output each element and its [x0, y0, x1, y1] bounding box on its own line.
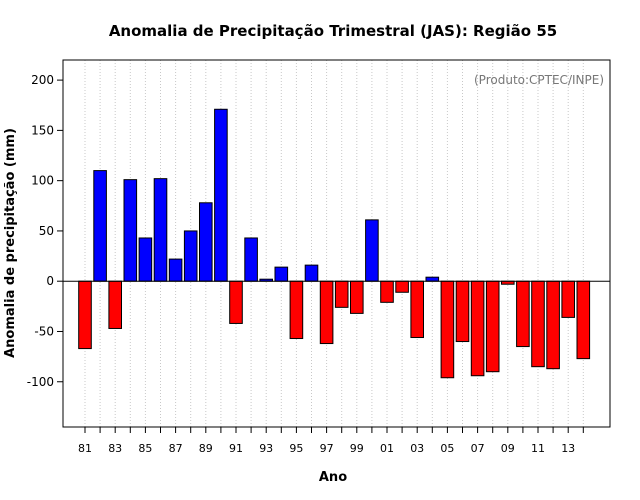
- bar-89: [199, 202, 213, 282]
- x-axis-label: Ano: [319, 470, 347, 485]
- bar-10: [516, 280, 530, 348]
- bar-88: [183, 230, 198, 282]
- x-tick-label: 91: [229, 442, 243, 455]
- plot-frame: [62, 59, 611, 428]
- bar-92: [244, 237, 258, 282]
- bar-13: [561, 280, 576, 318]
- bar-97: [319, 280, 334, 345]
- x-tick-label: 85: [138, 442, 152, 455]
- bar-95: [289, 280, 304, 340]
- x-tick-label: 97: [320, 442, 334, 455]
- bar-83: [108, 280, 123, 329]
- bar-94: [274, 266, 289, 282]
- y-axis-label: Anomalia de precipitação (mm): [3, 128, 18, 358]
- y-tick-label: -100: [27, 375, 54, 389]
- x-tick-label: 03: [410, 442, 424, 455]
- bar-84: [123, 179, 138, 282]
- x-tick-label: 89: [199, 442, 213, 455]
- bar-14: [576, 280, 591, 360]
- x-tick-label: 11: [531, 442, 545, 455]
- bar-04: [425, 276, 440, 282]
- y-tick-label: 50: [39, 224, 54, 238]
- bar-82: [93, 170, 107, 282]
- bar-85: [138, 237, 153, 282]
- x-tick-label: 09: [501, 442, 515, 455]
- x-tick-label: 83: [108, 442, 122, 455]
- bar-87: [168, 258, 183, 282]
- x-tick-label: 81: [78, 442, 92, 455]
- x-tick-label: 87: [169, 442, 183, 455]
- x-tick-label: 13: [561, 442, 575, 455]
- x-tick-label: 99: [350, 442, 364, 455]
- bar-03: [410, 280, 424, 339]
- x-tick-label: 93: [259, 442, 273, 455]
- bar-12: [546, 280, 560, 370]
- y-tick-label: -50: [34, 324, 54, 338]
- chart-title: Anomalia de Precipitação Trimestral (JAS…: [109, 22, 557, 40]
- bar-08: [485, 280, 500, 373]
- bar-81: [78, 280, 92, 350]
- bar-05: [440, 280, 455, 379]
- bar-06: [455, 280, 470, 343]
- bar-02: [395, 280, 409, 293]
- x-tick-label: 07: [471, 442, 485, 455]
- bars: [78, 108, 591, 379]
- bar-07: [470, 280, 485, 377]
- x-tick-label: 95: [289, 442, 303, 455]
- bar-99: [350, 280, 364, 314]
- y-tick-label: 200: [31, 73, 54, 87]
- bar-91: [229, 280, 243, 324]
- credit-text: (Produto:CPTEC/INPE): [474, 73, 604, 87]
- bar-00: [365, 219, 379, 282]
- bar-86: [153, 178, 168, 282]
- y-tick-label: 100: [31, 174, 54, 188]
- bar-90: [214, 108, 228, 282]
- bar-11: [531, 280, 545, 368]
- y-tick-label: 0: [46, 274, 54, 288]
- bar-01: [380, 280, 394, 303]
- y-tick-label: 150: [31, 123, 54, 137]
- bar-96: [304, 264, 319, 282]
- bar-98: [334, 280, 349, 308]
- x-tick-label: 01: [380, 442, 394, 455]
- x-tick-label: 05: [440, 442, 454, 455]
